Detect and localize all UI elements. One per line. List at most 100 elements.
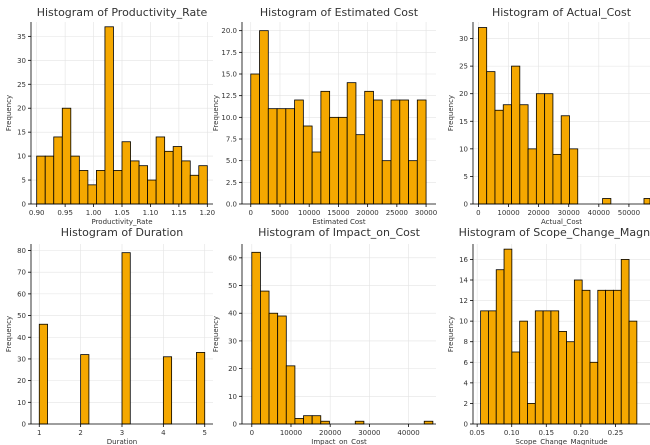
histogram-bar [480, 310, 489, 425]
histogram-bar [486, 71, 496, 205]
x-tick-label: 20000 [356, 209, 378, 217]
histogram-bar [250, 73, 260, 205]
y-tick-label: 4 [464, 379, 469, 387]
histogram-bar [70, 155, 80, 205]
histogram-bar [260, 290, 270, 425]
histogram-bar [527, 148, 537, 205]
x-tick-label: 0.15 [538, 429, 554, 437]
x-tick-label: 40000 [397, 429, 419, 437]
histogram-bar [329, 116, 339, 205]
histogram-bar [44, 155, 55, 205]
x-tick-label: 1.15 [171, 209, 187, 217]
y-tick-label: 80 [17, 247, 26, 255]
histogram-bar [519, 320, 528, 425]
histogram-bar [560, 115, 570, 205]
y-tick-label: 17.5 [221, 49, 237, 57]
y-tick-label: 16 [459, 256, 468, 264]
histogram-bar [602, 198, 612, 205]
histogram-bar [267, 108, 278, 205]
histogram-panel-2: 0 5000 10000 15000 20000 25000 30000 0.0 2.5 5.0 7… [212, 6, 437, 226]
x-tick-label: 1.10 [143, 209, 159, 217]
histogram-bar [251, 251, 261, 425]
histogram-bar [535, 93, 546, 205]
histogram-bar [268, 312, 279, 425]
histogram-bar [605, 289, 614, 425]
y-tick-label: 20 [17, 105, 26, 113]
histogram-bar [196, 352, 206, 425]
y-axis-label: Frequency [212, 316, 220, 352]
histogram-bar [423, 420, 434, 425]
histogram-bar [294, 99, 304, 205]
x-tick-label: 15000 [327, 209, 349, 217]
y-tick-label: 20 [17, 377, 26, 385]
histogram-bar [399, 99, 409, 205]
histogram-bar [277, 315, 287, 425]
histogram-bar [61, 107, 72, 205]
histogram-bar [276, 108, 287, 205]
histogram-bar [121, 252, 131, 425]
x-axis-label: Estimated Cost [312, 218, 365, 226]
histogram-panel-3: 0 10000 20000 30000 40000 50000 0 5 10 15 20 25 30 Hi… [447, 6, 650, 226]
y-tick-label: 0 [233, 421, 237, 429]
histogram-bar [96, 170, 106, 205]
x-tick-label: 10000 [497, 209, 519, 217]
y-tick-label: 10 [459, 145, 468, 153]
x-tick-label: 5000 [271, 209, 289, 217]
histogram-bar [495, 269, 505, 425]
histogram-bar [558, 331, 567, 425]
y-tick-label: 5 [22, 177, 26, 185]
histogram-bar [36, 155, 46, 205]
x-tick-label: 30000 [558, 209, 580, 217]
histogram-bar [503, 248, 513, 425]
histogram-bar [172, 146, 183, 205]
chart-title: Histogram of Productivity_Rate [37, 6, 208, 19]
x-tick-label: 0.25 [608, 429, 624, 437]
x-tick-label: 1 [37, 429, 41, 437]
histogram-bar [285, 108, 295, 205]
histogram-bar [569, 148, 579, 205]
x-tick-label: 25000 [386, 209, 408, 217]
histogram-bar [589, 361, 599, 425]
y-tick-label: 0 [464, 201, 468, 209]
histogram-bar [573, 279, 583, 425]
histogram-bar [416, 99, 427, 205]
y-axis-label: Frequency [447, 95, 455, 131]
y-tick-label: 25 [459, 63, 468, 71]
y-tick-label: 10.0 [221, 114, 237, 122]
y-tick-label: 12 [459, 297, 468, 305]
x-tick-label: 0 [250, 429, 254, 437]
histogram-bar [519, 104, 529, 205]
y-tick-label: 10 [17, 399, 26, 407]
x-tick-label: 0.95 [57, 209, 73, 217]
y-tick-label: 0 [22, 421, 26, 429]
x-tick-label: 0.10 [504, 429, 520, 437]
x-tick-label: 30000 [415, 209, 437, 217]
x-tick-label: 30000 [358, 429, 380, 437]
histogram-bar [259, 30, 269, 205]
histogram-bar [338, 116, 348, 205]
y-tick-label: 30 [17, 57, 26, 65]
histogram-bar [162, 356, 173, 425]
y-axis-label: Frequency [5, 316, 13, 352]
histogram-bar [87, 184, 97, 205]
y-tick-label: 20 [228, 365, 237, 373]
y-tick-label: 20 [459, 90, 468, 98]
y-tick-label: 15 [459, 118, 468, 126]
histogram-bar [542, 310, 552, 425]
y-tick-label: 50 [17, 312, 26, 320]
histogram-bar [534, 310, 544, 425]
y-axis-label: Frequency [5, 95, 13, 131]
y-tick-label: 60 [17, 290, 26, 298]
histogram-bar [113, 170, 123, 205]
histogram-bar [147, 179, 157, 205]
histogram-bar [121, 141, 131, 205]
histogram-bar [285, 365, 296, 425]
histogram-bar [527, 403, 536, 425]
x-tick-label: 3 [120, 429, 124, 437]
y-tick-label: 10 [17, 153, 26, 161]
histogram-bar [302, 125, 313, 205]
y-tick-label: 2.5 [226, 179, 237, 187]
histogram-bar [198, 165, 208, 205]
y-tick-label: 2 [464, 400, 468, 408]
